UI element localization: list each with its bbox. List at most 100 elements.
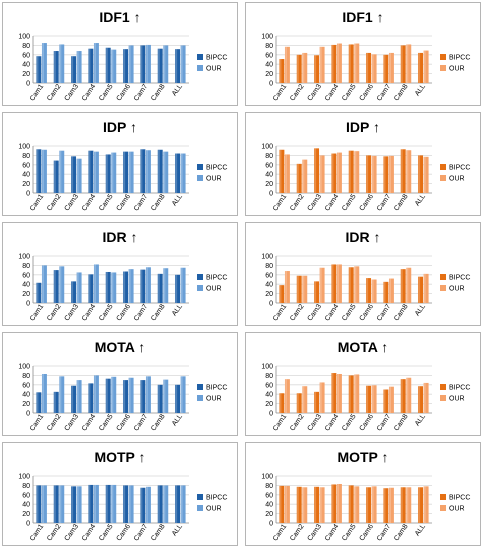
bar-bipcc-all xyxy=(418,52,424,83)
y-tick-label: 40 xyxy=(22,502,30,509)
bar-bipcc-cam2 xyxy=(296,54,302,83)
bar-our-cam3 xyxy=(76,486,82,523)
chart-title: IDR ↑ xyxy=(346,229,381,245)
legend-swatch xyxy=(197,494,203,500)
x-tick-label: Cam3 xyxy=(307,523,324,542)
bar-highlight xyxy=(354,151,357,193)
x-tick-label: Cam1 xyxy=(272,413,289,432)
bar-highlight xyxy=(297,393,299,413)
bar-our-all xyxy=(423,50,429,83)
x-tick-label: ALL xyxy=(414,193,427,207)
bar-highlight xyxy=(76,380,79,413)
bar-bipcc-cam1 xyxy=(36,392,42,413)
bar-our-cam3 xyxy=(319,155,325,193)
bar-bipcc-cam3 xyxy=(71,281,77,303)
bar-our-cam4 xyxy=(93,264,99,303)
bar-highlight xyxy=(180,267,183,303)
bar-highlight xyxy=(366,52,369,83)
y-tick-label: 100 xyxy=(18,364,30,371)
y-tick-label: 100 xyxy=(261,144,273,151)
bar-bipcc-cam3 xyxy=(71,385,77,413)
y-tick-label: 60 xyxy=(22,492,30,499)
bar-our-cam1 xyxy=(284,271,290,303)
legend-swatch xyxy=(197,164,203,170)
bar-highlight xyxy=(54,160,56,193)
bar-highlight xyxy=(111,49,114,83)
x-tick-label: Cam6 xyxy=(359,413,376,432)
bar-highlight xyxy=(401,149,403,193)
x-tick-label: Cam1 xyxy=(29,413,46,432)
x-tick-label: Cam4 xyxy=(324,193,341,212)
bar-bipcc-cam4 xyxy=(88,150,94,193)
bar-highlight xyxy=(180,153,183,193)
bar-our-cam4 xyxy=(93,375,99,413)
bar-highlight xyxy=(180,376,183,413)
bar-bipcc-cam7 xyxy=(140,149,146,193)
x-tick-label: Cam7 xyxy=(133,193,150,212)
bar-bipcc-all xyxy=(175,153,181,193)
bar-highlight xyxy=(331,484,334,523)
bar-highlight xyxy=(180,485,183,523)
x-tick-label: Cam1 xyxy=(272,523,289,542)
bar-highlight xyxy=(106,484,108,523)
bar-our-cam7 xyxy=(145,150,151,193)
bar-highlight xyxy=(76,486,79,523)
bar-our-cam3 xyxy=(319,46,325,83)
x-tick-label: ALL xyxy=(171,523,184,537)
x-tick-label: Cam6 xyxy=(359,83,376,102)
bar-our-cam1 xyxy=(41,149,47,193)
bar-highlight xyxy=(371,279,374,303)
bar-highlight xyxy=(128,377,131,413)
y-tick-label: 20 xyxy=(22,181,30,188)
legend-label: OUR xyxy=(206,286,222,293)
bar-bipcc-cam2 xyxy=(53,391,59,413)
bar-bipcc-cam5 xyxy=(105,154,111,193)
y-tick-label: 0 xyxy=(26,81,30,88)
bar-bipcc-cam6 xyxy=(366,278,372,303)
y-tick-label: 40 xyxy=(265,282,273,289)
chart-title: MOTA ↑ xyxy=(338,339,389,355)
bar-bipcc-cam1 xyxy=(36,282,42,303)
bar-highlight xyxy=(158,273,160,303)
bar-our-cam4 xyxy=(93,43,99,83)
x-tick-label: Cam3 xyxy=(64,523,81,542)
y-tick-label: 20 xyxy=(265,401,273,408)
bar-our-cam7 xyxy=(145,376,151,413)
legend-swatch xyxy=(440,505,446,511)
x-tick-label: Cam3 xyxy=(64,413,81,432)
legend-label: BIPCC xyxy=(206,165,227,172)
legend-label: OUR xyxy=(449,286,465,293)
bar-highlight xyxy=(88,484,91,523)
bar-bipcc-cam3 xyxy=(314,148,320,193)
bar-our-cam4 xyxy=(336,483,342,523)
bar-highlight xyxy=(297,163,299,193)
bar-our-all xyxy=(423,486,429,523)
bar-highlight xyxy=(163,45,166,83)
bar-our-cam2 xyxy=(302,487,308,523)
x-tick-label: Cam1 xyxy=(272,83,289,102)
bar-bipcc-cam7 xyxy=(383,54,389,83)
legend-swatch xyxy=(197,395,203,401)
bar-bipcc-cam4 xyxy=(88,383,94,413)
bar-our-cam2 xyxy=(302,386,308,413)
bar-bipcc-cam8 xyxy=(400,149,406,193)
bar-bipcc-all xyxy=(175,384,181,413)
bar-bipcc-cam5 xyxy=(105,271,111,303)
bar-highlight xyxy=(401,487,403,523)
legend-label: BIPCC xyxy=(206,385,227,392)
bar-highlight xyxy=(88,383,91,413)
bar-bipcc-cam5 xyxy=(105,47,111,83)
bar-highlight xyxy=(371,54,374,83)
y-tick-label: 40 xyxy=(22,282,30,289)
bar-bipcc-cam5 xyxy=(105,378,111,413)
chart-title: MOTP ↑ xyxy=(337,449,388,465)
y-tick-label: 20 xyxy=(22,291,30,298)
legend-swatch xyxy=(197,384,203,390)
bar-our-cam1 xyxy=(41,43,47,83)
x-tick-label: ALL xyxy=(171,193,184,207)
bar-highlight xyxy=(406,487,409,523)
x-tick-label: Cam8 xyxy=(150,83,167,102)
bar-highlight xyxy=(285,271,287,303)
bar-highlight xyxy=(146,150,148,193)
y-tick-label: 60 xyxy=(265,272,273,279)
